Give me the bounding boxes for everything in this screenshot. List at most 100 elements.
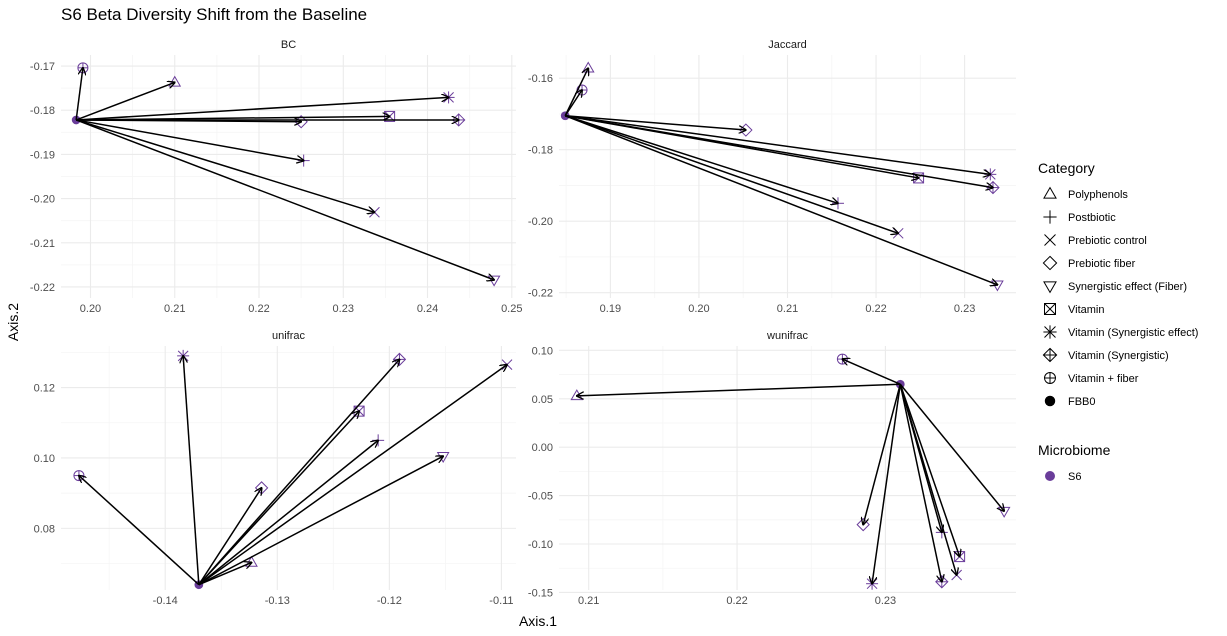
arrow-prebiotic-control <box>75 119 374 212</box>
legend-key-square-cross <box>1044 303 1056 315</box>
arrow-prebiotic-control <box>899 384 956 575</box>
legend-key-triangle <box>1043 186 1057 199</box>
legend-item-label: S6 <box>1068 471 1081 483</box>
y-tick-label: 0.00 <box>532 442 553 454</box>
panel-title-unifrac: unifrac <box>272 330 306 342</box>
legend-item-label: Vitamin + fiber <box>1068 373 1139 385</box>
arrow-synergistic-effect-fiber <box>75 119 494 280</box>
panel-title-bc: BC <box>281 39 296 51</box>
arrow-vitamin-synergistic <box>198 359 400 586</box>
point-synergistic-effect-fiber <box>997 506 1011 518</box>
arrow-polyphenols <box>564 68 588 117</box>
arrow-vitamin-fiber <box>842 359 901 385</box>
arrow-vitamin-synergistic-effect <box>183 356 200 585</box>
arrow-vitamin-synergistic-effect <box>872 384 902 583</box>
point-polyphenols <box>570 389 584 401</box>
y-tick-label: 0.10 <box>34 453 55 465</box>
x-tick-label: 0.21 <box>164 303 185 315</box>
arrow-postbiotic <box>198 440 378 586</box>
arrow-vitamin-synergistic-effect <box>565 115 990 175</box>
arrow-postbiotic <box>76 119 304 161</box>
legend-item-label: Vitamin (Synergistic effect) <box>1068 327 1198 339</box>
point-synergistic-effect-fiber <box>436 451 450 463</box>
legend-key-triangle-down <box>1043 281 1057 294</box>
y-tick-label: -0.15 <box>528 587 553 599</box>
x-tick-label: 0.23 <box>333 303 354 315</box>
arrow-vitamin-fiber <box>75 68 83 121</box>
y-tick-label: 0.05 <box>532 394 553 406</box>
x-tick-label: 0.20 <box>688 303 709 315</box>
arrow-synergistic-effect-fiber <box>564 115 997 285</box>
x-tick-label: -0.11 <box>489 595 513 607</box>
y-tick-label: -0.18 <box>30 105 55 117</box>
x-tick-label: 0.25 <box>501 303 522 315</box>
y-tick-label: -0.21 <box>30 238 55 250</box>
legend: Category Polyphenols Postbiotic Prebiotic c… <box>1038 160 1198 483</box>
x-tick-label: 0.22 <box>248 303 269 315</box>
legend-key-cross <box>1044 234 1056 246</box>
legend-item-label: Prebiotic fiber <box>1068 258 1136 270</box>
y-tick-label: 0.08 <box>34 523 55 535</box>
legend-item-prebiotic-control: Prebiotic control <box>1044 234 1147 247</box>
arrow-vitamin-fiber <box>79 476 200 586</box>
minor-grid <box>559 346 1016 590</box>
y-axis-label: Axis.2 <box>5 303 21 341</box>
legend-key-diamond-plus <box>1042 347 1058 363</box>
legend-item-polyphenols: Polyphenols <box>1043 186 1128 201</box>
x-tick-label: 0.21 <box>578 595 599 607</box>
legend-microbiome-title: Microbiome <box>1038 442 1111 458</box>
minor-grid <box>61 55 516 298</box>
legend-item-vitamin-synergistic-effect: Vitamin (Synergistic effect) <box>1043 325 1198 339</box>
legend-key-diamond <box>1042 255 1058 271</box>
x-tick-label: 0.20 <box>80 303 101 315</box>
x-tick-label: 0.22 <box>865 303 886 315</box>
x-tick-label: 0.21 <box>777 303 798 315</box>
legend-item-label: Vitamin <box>1068 304 1104 316</box>
arrow-synergistic-effect-fiber <box>899 383 1004 511</box>
legend-item-postbiotic: Postbiotic <box>1043 210 1116 224</box>
y-tick-label: 0.10 <box>532 345 553 357</box>
chart-title: S6 Beta Diversity Shift from the Baselin… <box>61 5 367 24</box>
y-tick-label: -0.17 <box>30 61 55 73</box>
x-tick-label: 0.23 <box>954 303 975 315</box>
panel-wunifrac: wunifrac 0.21 0.22 0.23 0.10 0.05 0.00 -0.05 -0.… <box>528 330 1016 607</box>
arrow-prebiotic-control <box>564 115 898 234</box>
point-synergistic-effect-fiber <box>991 280 1004 292</box>
arrow-vitamin <box>899 384 959 556</box>
y-tick-label: -0.10 <box>528 539 553 551</box>
x-tick-label: -0.14 <box>153 595 178 607</box>
legend-item-synergistic-effect-fiber: Synergistic effect (Fiber) <box>1043 281 1187 294</box>
legend-item-vitamin-synergistic: Vitamin (Synergistic) <box>1042 347 1169 363</box>
arrow-prebiotic-fiber <box>565 115 746 130</box>
minor-grid <box>61 346 516 590</box>
legend-item-vitamin: Vitamin <box>1044 303 1104 316</box>
panel-title-wunifrac: wunifrac <box>766 330 808 342</box>
arrow-prebiotic-control <box>198 365 507 586</box>
legend-key-circle-plus <box>1044 372 1056 384</box>
arrow-vitamin-synergistic <box>565 115 993 188</box>
y-tick-label: -0.16 <box>528 73 553 85</box>
y-tick-label: -0.19 <box>30 149 55 161</box>
panel-title-jaccard: Jaccard <box>768 39 807 51</box>
legend-key-plus <box>1043 210 1057 224</box>
arrow-prebiotic-fiber <box>198 488 262 586</box>
arrow-synergistic-effect-fiber <box>198 456 443 586</box>
legend-item-label: Polyphenols <box>1068 189 1128 201</box>
y-tick-label: -0.05 <box>528 491 553 503</box>
arrow-prebiotic-fiber <box>863 384 901 524</box>
legend-item-label: FBB0 <box>1068 396 1096 408</box>
x-tick-label: -0.12 <box>377 595 402 607</box>
legend-category-title: Category <box>1038 160 1095 176</box>
arrow-vitamin-synergistic-effect <box>76 97 448 121</box>
y-tick-label: -0.18 <box>528 145 553 157</box>
y-tick-label: -0.20 <box>528 216 553 228</box>
legend-item-label: Postbiotic <box>1068 212 1116 224</box>
arrow-polyphenols <box>198 563 252 586</box>
legend-key-dot <box>1045 471 1055 481</box>
x-tick-label: 0.19 <box>600 303 621 315</box>
y-tick-label: -0.20 <box>30 194 55 206</box>
arrow-vitamin-synergistic <box>899 384 942 582</box>
y-tick-label: 0.12 <box>34 383 55 395</box>
